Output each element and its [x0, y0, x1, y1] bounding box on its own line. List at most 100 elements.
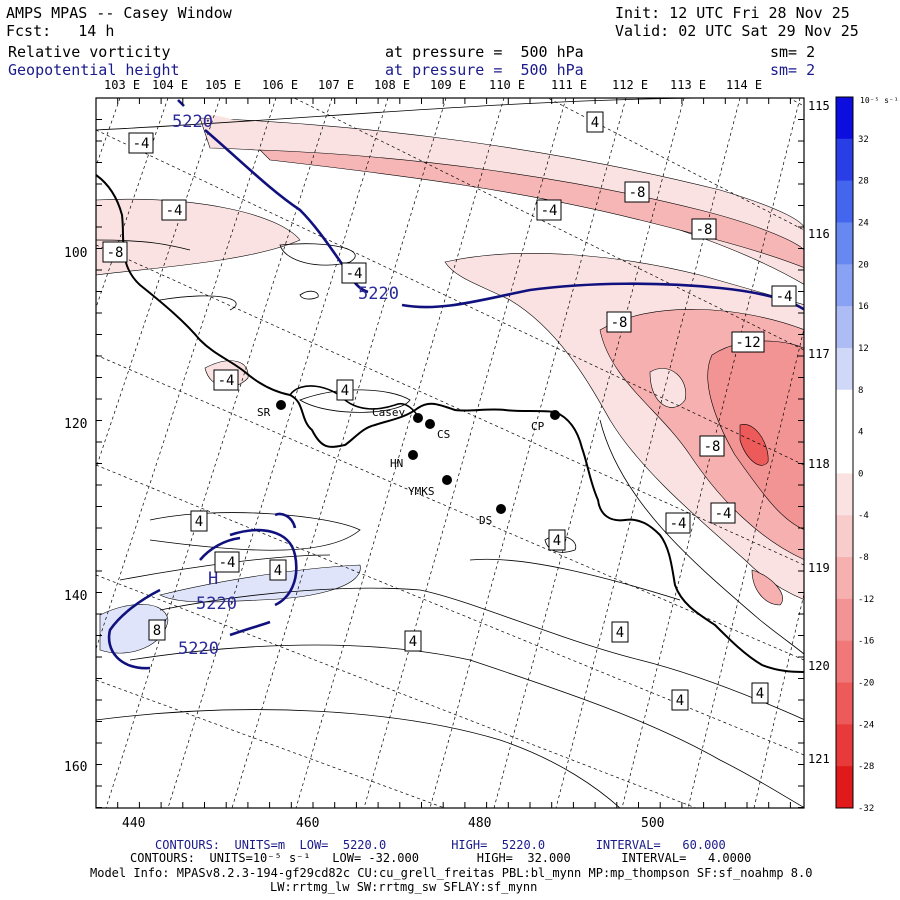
- colorbar-swatch: [836, 264, 853, 307]
- model-title: AMPS MPAS -- Casey Window: [6, 4, 232, 22]
- station-label: SR: [257, 406, 271, 419]
- colorbar-swatch: [836, 766, 853, 809]
- field1-smoothing: sm= 2: [770, 43, 816, 61]
- vorticity-label: -4: [166, 203, 183, 219]
- colorbar-swatch: [836, 473, 853, 516]
- vorticity-label-box: [269, 559, 287, 581]
- vorticity-label: -8: [704, 439, 721, 455]
- right-lon-label: 115 E: [808, 99, 844, 113]
- station-label: DS: [479, 514, 492, 527]
- right-lon-label: 119 E: [808, 561, 844, 575]
- map-frame: [95, 97, 805, 809]
- vorticity-label-box: [548, 529, 566, 551]
- colorbar-unit: 10⁻⁵ s⁻¹: [860, 96, 899, 105]
- high-center-label: H: [208, 569, 218, 589]
- station-label: HN: [390, 457, 403, 470]
- vorticity-label-box: [128, 132, 154, 154]
- station-marker: [442, 475, 452, 485]
- vorticity-label: 4: [409, 634, 417, 650]
- colorbar-label: 28: [858, 177, 869, 187]
- colorbar-swatch: [836, 598, 853, 642]
- right-lon-label: 120 E: [808, 659, 844, 673]
- station-label: Casey: [372, 406, 405, 419]
- colorbar-label: -12: [858, 595, 874, 605]
- height-contour-info: CONTOURS: UNITS=m LOW= 5220.0 HIGH= 5220…: [155, 838, 726, 852]
- station-marker: [496, 504, 506, 514]
- height-label: 5220: [358, 284, 399, 304]
- forecast-hour: Fcst: 14 h: [6, 22, 115, 40]
- vorticity-label-box: [710, 502, 736, 524]
- vorticity-label: 4: [591, 115, 599, 131]
- vorticity-label: -4: [715, 506, 732, 522]
- vorticity-label: -8: [107, 245, 124, 261]
- top-lon-label: 103 E: [104, 78, 141, 92]
- colorbar-label: 16: [858, 302, 869, 312]
- vorticity-labels: -4 -4 -8 -4 -4 -8 -8 -4 -8 -12 -4 -8 -4 -4 -4 4 4 4 4 4 4 4 4 4…: [102, 111, 797, 711]
- station-marker: [413, 413, 423, 423]
- vorticity-label: -4: [219, 555, 236, 571]
- vorticity-label: 4: [756, 686, 764, 702]
- vorticity-label-box: [102, 241, 128, 263]
- vorticity-label-box: [336, 379, 354, 401]
- colorbar-swatch: [836, 724, 853, 767]
- station-marker: [276, 400, 286, 410]
- station-marker: [425, 419, 435, 429]
- y-tick-label: 160: [64, 760, 87, 775]
- vorticity-label-box: [341, 262, 367, 284]
- y-tick-label: 140: [64, 589, 87, 604]
- right-lon-label: 117 E: [808, 347, 844, 361]
- top-lon-label: 111 E: [551, 78, 588, 92]
- top-lon-label: 106 E: [262, 78, 299, 92]
- axis-ticks: [95, 97, 804, 808]
- vorticity-label-box: [606, 311, 632, 333]
- x-tick-label: 500: [641, 816, 664, 831]
- top-lon-label: 108 E: [374, 78, 411, 92]
- vorticity-label-box: [404, 630, 422, 652]
- colorbar-swatch: [836, 306, 853, 349]
- colorbar-swatch: [836, 515, 853, 558]
- colorbar-label: 0: [858, 469, 863, 479]
- colorbar-label: 32: [858, 135, 869, 145]
- vorticity-label-box: [190, 510, 208, 532]
- vorticity-label-box: [691, 218, 717, 240]
- vorticity-label-box: [771, 285, 797, 307]
- colorbar-swatch: [836, 431, 853, 474]
- colorbar-label: 24: [858, 218, 869, 228]
- colorbar-swatch: [836, 97, 853, 140]
- x-tick-label: 440: [122, 816, 145, 831]
- top-lon-label: 104 E: [152, 78, 189, 92]
- height-label: 5220: [172, 112, 213, 132]
- field2-smoothing: sm= 2: [770, 61, 816, 79]
- vorticity-label: -8: [696, 222, 713, 238]
- height-labels: 5220 5220 5220 5220 H: [172, 112, 399, 659]
- model-info: Model Info: MPASv8.2.3-194-gf29cd82c CU:…: [90, 866, 813, 880]
- valid-time: Valid: 02 UTC Sat 29 Nov 25: [615, 22, 859, 40]
- vorticity-label: -4: [346, 266, 363, 282]
- vorticity-label-box: [611, 621, 629, 643]
- y-tick-labels: 100 120 140 160: [64, 246, 87, 775]
- vorticity-label: 8: [153, 623, 161, 639]
- top-lon-label: 112 E: [612, 78, 649, 92]
- top-lon-label: 107 E: [318, 78, 355, 92]
- vorticity-label: -8: [629, 185, 646, 201]
- vorticity-label-box: [671, 689, 689, 711]
- stations: SR Casey CS HN YMKS DS CP: [257, 400, 560, 527]
- y-tick-label: 100: [64, 246, 87, 261]
- vorticity-label-box: [751, 682, 769, 704]
- vorticity-label-box: [665, 512, 691, 534]
- x-tick-label: 460: [296, 816, 319, 831]
- right-lon-label: 118 E: [808, 457, 844, 471]
- height-contours: [107, 99, 804, 670]
- vorticity-label-box: [586, 111, 604, 133]
- colorbar-swatch: [836, 682, 853, 725]
- colorbar-label: -8: [858, 553, 869, 563]
- colorbar-label: -28: [858, 762, 874, 772]
- colorbar-swatch: [836, 640, 853, 684]
- field1-level: at pressure = 500 hPa: [385, 43, 584, 61]
- y-tick-label: 120: [64, 417, 87, 432]
- colorbar-label: 4: [858, 428, 863, 438]
- vorticity-label: 4: [341, 383, 349, 399]
- top-lon-label: 109 E: [430, 78, 467, 92]
- vorticity-label-box: [624, 181, 650, 203]
- colorbar-label: -4: [858, 511, 869, 521]
